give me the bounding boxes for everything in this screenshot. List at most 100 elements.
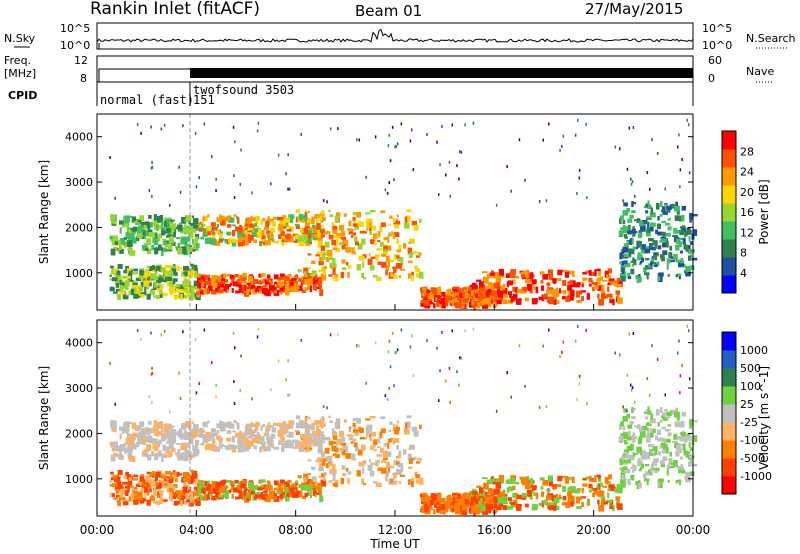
- power-cell: [161, 269, 167, 273]
- velocity-cell: [643, 411, 647, 415]
- power-cell: [226, 274, 232, 277]
- velocity-cell: [186, 496, 190, 503]
- power-cell: [666, 205, 671, 210]
- power-cell: [115, 288, 122, 292]
- power-cell: [451, 296, 455, 300]
- power-cell: [285, 172, 287, 176]
- velocity-cell: [243, 487, 248, 493]
- power-cell: [688, 245, 691, 251]
- velocity-cell: [660, 407, 663, 413]
- velocity-cell: [149, 487, 152, 493]
- velocity-cell: [118, 454, 121, 460]
- velocity-cell: [261, 436, 265, 441]
- velocity-cell: [140, 428, 146, 435]
- velocity-cell: [112, 493, 115, 497]
- cpid-label: CPID: [8, 89, 37, 102]
- velocity-cell: [606, 480, 609, 485]
- velocity-cell: [645, 452, 651, 455]
- power-cell: [365, 175, 367, 179]
- velocity-cell: [332, 453, 338, 456]
- power-colorbar-tick: 28: [740, 145, 754, 158]
- velocity-cell: [487, 508, 492, 513]
- velocity-cell: [115, 489, 119, 494]
- velocity-cell: [451, 506, 454, 513]
- power-cell: [264, 280, 270, 285]
- power-cell: [239, 226, 243, 234]
- power-cell: [635, 230, 638, 234]
- power-cell: [395, 218, 399, 223]
- velocity-cell: [421, 500, 426, 505]
- velocity-cell: [626, 414, 630, 419]
- velocity-cell: [334, 483, 338, 488]
- velocity-cell: [308, 439, 311, 445]
- velocity-cell: [459, 356, 461, 360]
- velocity-cell: [507, 505, 513, 510]
- velocity-cell: [320, 479, 327, 487]
- power-cell: [424, 300, 430, 306]
- power-cell: [211, 232, 216, 235]
- power-cell: [388, 133, 391, 137]
- power-cell: [137, 227, 143, 234]
- power-cell: [621, 249, 625, 254]
- velocity-cell: [159, 490, 164, 496]
- power-cell: [631, 263, 635, 267]
- velocity-cell: [576, 506, 582, 510]
- velocity-cell: [169, 409, 171, 413]
- power-cell: [216, 224, 219, 228]
- power-cell: [257, 225, 260, 229]
- velocity-cell: [647, 406, 650, 411]
- velocity-cell: [526, 489, 532, 497]
- velocity-cell: [153, 420, 157, 427]
- power-cell: [415, 273, 420, 278]
- velocity-cell: [343, 419, 347, 423]
- power-cell: [380, 210, 386, 214]
- velocity-cell: [178, 431, 183, 438]
- power-cell: [154, 247, 158, 255]
- power-cell: [113, 291, 118, 294]
- velocity-cell: [581, 496, 586, 499]
- velocity-cell: [642, 428, 649, 431]
- velocity-cell: [190, 496, 195, 503]
- power-cell: [688, 123, 690, 127]
- velocity-cell: [436, 508, 440, 513]
- power-cell: [660, 238, 667, 243]
- velocity-cell: [156, 441, 162, 445]
- velocity-cell: [669, 410, 672, 416]
- velocity-cell: [234, 432, 240, 438]
- power-cell: [132, 282, 138, 285]
- power-cell: [619, 273, 626, 278]
- velocity-cell: [678, 469, 684, 473]
- power-cell: [110, 265, 114, 269]
- velocity-cell: [295, 415, 301, 420]
- power-cell: [271, 221, 277, 227]
- power-cell: [267, 281, 273, 285]
- velocity-cell: [387, 350, 390, 354]
- velocity-cell: [183, 478, 186, 481]
- velocity-cell: [483, 494, 486, 498]
- velocity-cell: [329, 420, 334, 423]
- power-cell: [172, 280, 176, 285]
- velocity-cell: [266, 480, 271, 485]
- velocity-cell: [268, 486, 272, 489]
- velocity-cell: [688, 461, 692, 467]
- velocity-cell: [123, 447, 129, 452]
- velocity-cell: [454, 508, 460, 515]
- power-cell: [212, 282, 218, 288]
- power-cell: [678, 133, 680, 137]
- velocity-cell: [191, 421, 195, 424]
- power-cell: [516, 275, 520, 279]
- velocity-cell: [205, 432, 212, 438]
- power-cell: [670, 256, 674, 259]
- power-cell: [651, 246, 656, 251]
- velocity-cell: [546, 495, 552, 501]
- power-cell: [129, 249, 136, 256]
- velocity-cell: [183, 500, 188, 505]
- power-cell: [239, 182, 241, 186]
- velocity-cell: [270, 388, 272, 392]
- velocity-cell: [231, 494, 234, 499]
- power-cell: [386, 191, 389, 195]
- power-cell: [370, 256, 376, 259]
- velocity-cell: [159, 497, 163, 504]
- velocity-cell: [256, 437, 262, 445]
- velocity-cell: [426, 496, 431, 500]
